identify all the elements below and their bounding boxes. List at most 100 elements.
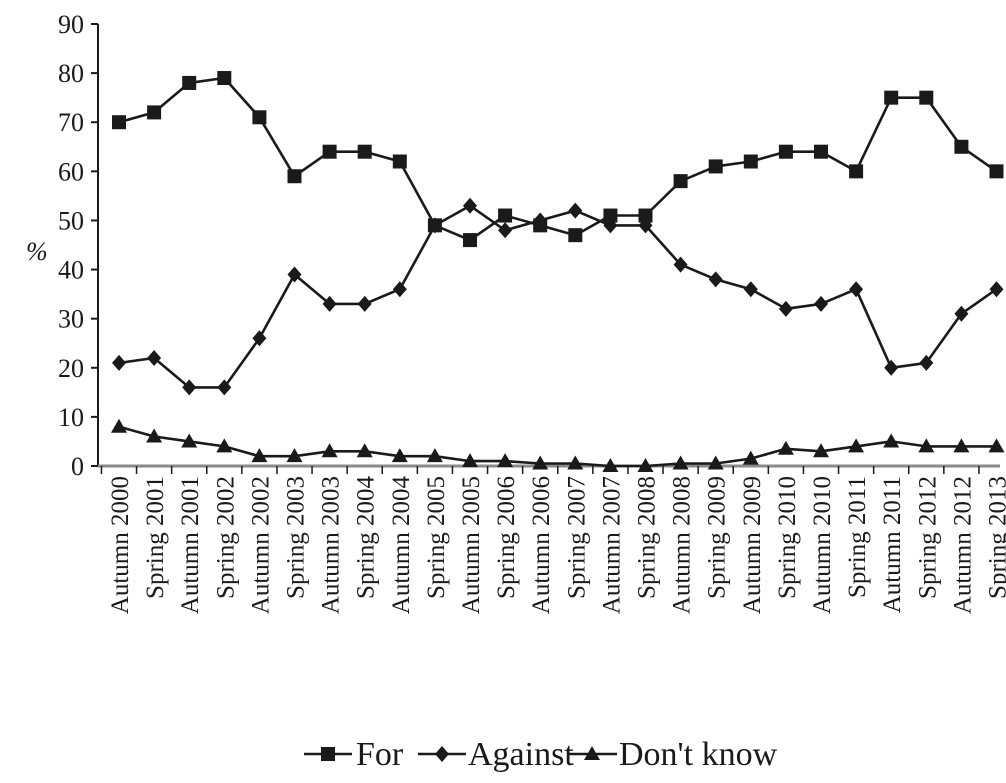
data-point-for bbox=[638, 208, 653, 223]
data-point-for bbox=[954, 139, 969, 154]
y-tick-label: 0 bbox=[71, 452, 84, 481]
data-point-don-t-know bbox=[286, 448, 303, 463]
data-point-don-t-know bbox=[146, 428, 163, 443]
data-point-don-t-know bbox=[111, 418, 127, 433]
data-point-against bbox=[814, 295, 828, 312]
y-tick-label: 90 bbox=[58, 10, 84, 39]
data-point-against bbox=[498, 222, 513, 239]
x-tick-label: Autumn 2011 bbox=[879, 476, 906, 613]
x-tick-label: Autumn 2004 bbox=[388, 476, 415, 615]
data-point-for bbox=[919, 90, 934, 105]
series-group bbox=[111, 71, 1005, 472]
data-point-for bbox=[989, 164, 1004, 179]
data-point-don-t-know bbox=[321, 443, 338, 458]
data-point-don-t-know bbox=[567, 455, 584, 470]
data-point-don-t-know bbox=[953, 438, 970, 453]
data-point-for bbox=[112, 115, 126, 130]
x-tick-label: Autumn 2001 bbox=[177, 476, 204, 614]
x-tick-label: Autumn 2012 bbox=[949, 476, 976, 614]
series-against bbox=[112, 197, 1004, 396]
data-point-for bbox=[463, 233, 477, 248]
data-point-don-t-know bbox=[391, 448, 408, 463]
data-point-for bbox=[252, 110, 267, 125]
y-tick-label: 30 bbox=[58, 305, 84, 334]
x-tick-label: Spring 2002 bbox=[212, 476, 239, 599]
data-point-against bbox=[182, 379, 197, 396]
y-tick-label: 60 bbox=[58, 157, 84, 186]
data-point-against bbox=[954, 305, 969, 322]
x-tick-label: Autumn 2002 bbox=[247, 476, 274, 614]
data-point-don-t-know bbox=[883, 433, 900, 448]
data-point-for bbox=[673, 174, 688, 189]
x-tick-label: Spring 2013 bbox=[985, 476, 1006, 599]
x-tick-label: Spring 2009 bbox=[704, 476, 731, 599]
legend-item-don-t-know: Don't know bbox=[567, 736, 778, 773]
data-point-against bbox=[322, 295, 337, 312]
data-point-don-t-know bbox=[672, 455, 689, 470]
x-tick-label: Autumn 2005 bbox=[458, 476, 485, 614]
legend-label: For bbox=[356, 736, 404, 773]
data-point-for bbox=[743, 154, 758, 169]
x-axis-labels: Autumn 2000 Spring 2001 Autumn 2001 Spring … bbox=[107, 476, 1006, 615]
data-point-against bbox=[708, 271, 723, 288]
legend-marker-against bbox=[435, 746, 449, 762]
x-tick-label: Spring 2001 bbox=[142, 476, 169, 599]
x-tick-label: Autumn 2007 bbox=[598, 476, 625, 614]
data-point-for bbox=[498, 208, 513, 223]
x-tick-label: Spring 2004 bbox=[353, 476, 380, 599]
data-point-for bbox=[287, 169, 302, 184]
x-tick-label: Spring 2008 bbox=[634, 476, 661, 599]
data-point-against bbox=[252, 330, 267, 347]
data-point-for bbox=[147, 105, 162, 120]
data-point-for bbox=[708, 159, 723, 174]
data-point-against bbox=[673, 256, 688, 273]
x-tick-label: Spring 2007 bbox=[563, 476, 590, 599]
data-point-against bbox=[112, 354, 126, 371]
legend-marker-don-t-know bbox=[584, 746, 600, 760]
data-point-for bbox=[814, 144, 828, 159]
data-point-don-t-know bbox=[251, 448, 268, 463]
data-point-for bbox=[357, 144, 372, 159]
series-don-t-know bbox=[111, 418, 1005, 472]
data-point-against bbox=[743, 281, 758, 298]
data-point-for bbox=[603, 208, 618, 223]
data-point-against bbox=[568, 202, 583, 219]
data-point-for bbox=[392, 154, 407, 169]
data-point-don-t-know bbox=[848, 438, 865, 453]
data-point-don-t-know bbox=[988, 438, 1005, 453]
data-point-don-t-know bbox=[918, 438, 935, 453]
data-point-for bbox=[322, 144, 337, 159]
series-line-against bbox=[118, 204, 998, 389]
data-point-don-t-know bbox=[497, 453, 514, 468]
y-tick-label: 20 bbox=[58, 354, 84, 383]
y-tick-label: 80 bbox=[58, 59, 84, 88]
legend-marker-for bbox=[321, 747, 335, 761]
data-point-against bbox=[217, 379, 232, 396]
data-point-against bbox=[989, 281, 1004, 298]
data-point-against bbox=[919, 354, 934, 371]
data-point-don-t-know bbox=[356, 443, 373, 458]
y-tick-label: 10 bbox=[58, 403, 84, 432]
data-point-don-t-know bbox=[777, 440, 794, 455]
legend-item-against: Against bbox=[418, 736, 574, 773]
series-line-don-t-know bbox=[118, 425, 997, 468]
data-point-for bbox=[884, 90, 899, 105]
x-tick-label: Spring 2011 bbox=[844, 476, 871, 598]
data-point-don-t-know bbox=[462, 453, 478, 468]
x-tick-label: Spring 2006 bbox=[493, 476, 520, 599]
x-tick-label: Spring 2003 bbox=[283, 476, 310, 599]
x-tick-label: Autumn 2008 bbox=[669, 476, 696, 614]
data-point-against bbox=[357, 295, 372, 312]
x-tick-label: Autumn 2000 bbox=[107, 476, 134, 614]
y-axis-label: % bbox=[26, 237, 48, 266]
data-point-for bbox=[778, 144, 793, 159]
data-point-don-t-know bbox=[216, 438, 233, 453]
data-point-against bbox=[884, 359, 899, 376]
x-axis bbox=[98, 464, 1000, 474]
data-point-against bbox=[427, 217, 442, 234]
x-tick-label: Spring 2012 bbox=[914, 476, 941, 599]
data-point-don-t-know bbox=[813, 443, 829, 458]
legend-item-for: For bbox=[304, 736, 404, 773]
x-tick-label: Spring 2010 bbox=[774, 476, 801, 599]
